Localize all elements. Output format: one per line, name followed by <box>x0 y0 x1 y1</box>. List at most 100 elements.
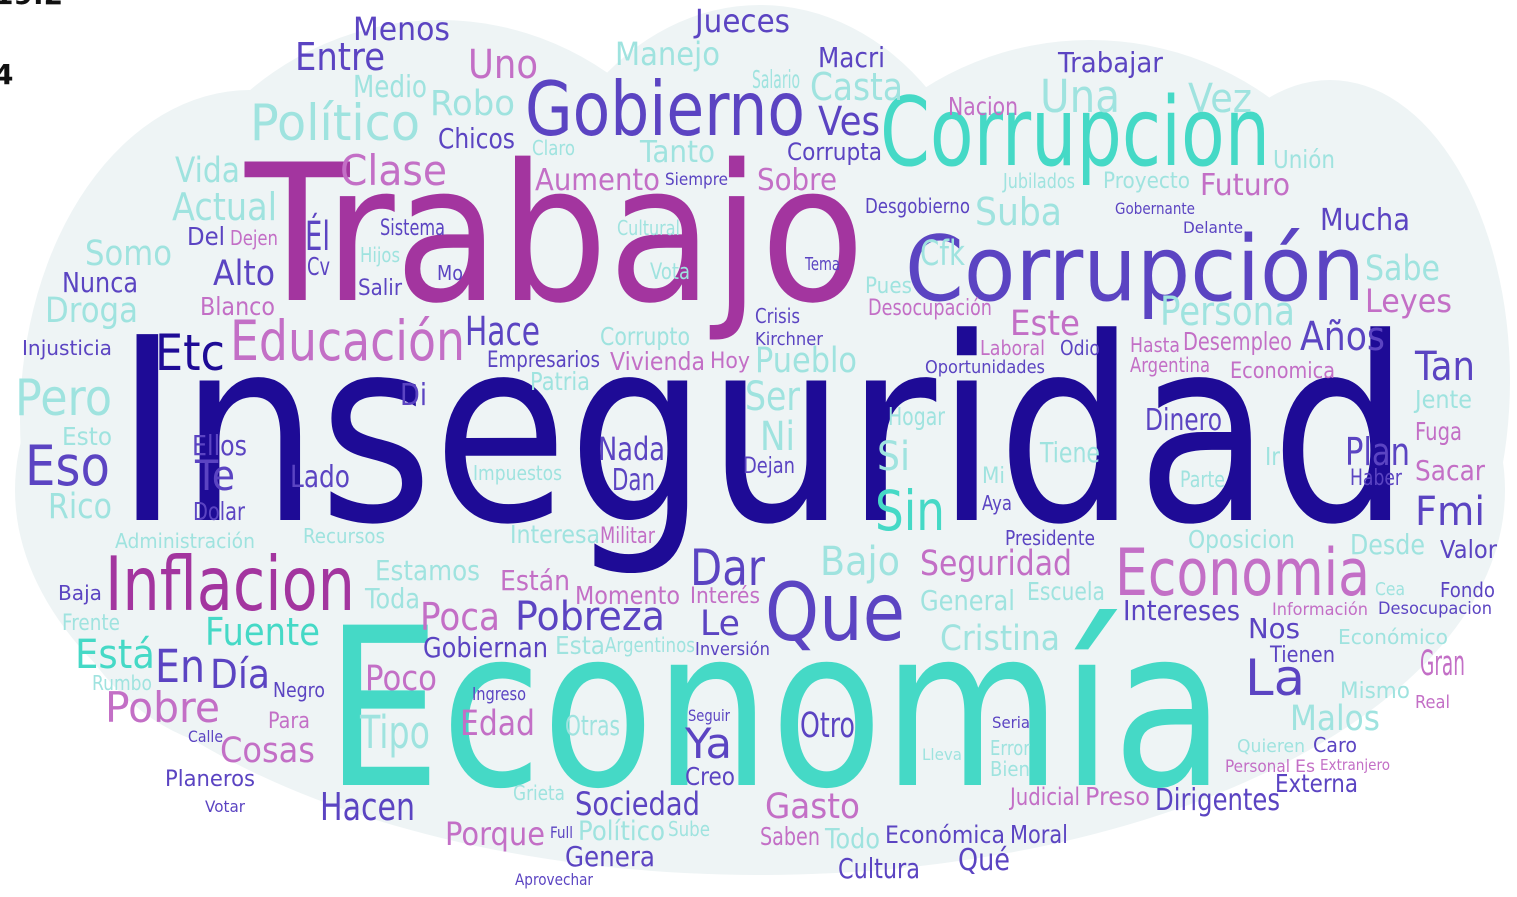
word: Blanco <box>200 292 275 321</box>
word: Sistema <box>380 216 445 241</box>
word: Otro <box>800 706 855 746</box>
word: Esto <box>62 422 112 451</box>
word: Crisis <box>755 304 800 328</box>
word: Trabajar <box>1057 46 1163 79</box>
word: Dan <box>612 463 655 498</box>
word: Están <box>500 564 570 597</box>
word: Lado <box>290 460 350 495</box>
word: Hasta <box>1130 333 1180 357</box>
word: Está <box>75 632 155 678</box>
word: En <box>155 640 205 693</box>
word: Momento <box>575 581 680 610</box>
word: Laboral <box>980 336 1045 360</box>
word: Porque <box>445 815 545 853</box>
word: Jueces <box>693 2 790 40</box>
word: Sociedad <box>575 785 700 823</box>
word: Cosas <box>220 731 315 771</box>
word: Haber <box>1350 466 1403 491</box>
word: Seria <box>992 713 1030 732</box>
word: Somo <box>85 234 172 274</box>
word: Entre <box>295 35 385 79</box>
word: Información <box>1272 600 1368 620</box>
word: Extranjero <box>1320 756 1390 774</box>
word: Judicial <box>1008 783 1080 811</box>
word: Pueblo <box>755 341 857 381</box>
word: General <box>920 584 1015 617</box>
word: Planeros <box>165 767 255 792</box>
word: Ser <box>745 374 800 420</box>
word: Hace <box>465 309 540 355</box>
word: Saben <box>760 822 820 851</box>
word: Económica <box>885 821 1005 849</box>
word: Eso <box>25 434 110 498</box>
word: Calle <box>188 727 223 746</box>
word: Inseguridad <box>115 284 1410 581</box>
word: Fuga <box>1415 417 1462 446</box>
word: Creo <box>685 762 735 791</box>
word: Externa <box>1275 769 1358 798</box>
word: Argentina <box>1130 353 1210 377</box>
word: Quieren <box>1237 736 1305 757</box>
word: Genera <box>565 840 655 873</box>
word: Inflacion <box>105 540 355 628</box>
word: Pobre <box>105 683 220 732</box>
word: Caro <box>1313 733 1357 757</box>
word: Fmi <box>1415 489 1485 535</box>
word: Vida <box>175 151 240 191</box>
word: Bajo <box>820 539 900 585</box>
word: Hacen <box>320 785 415 829</box>
word: Años <box>1300 314 1385 360</box>
word: Nunca <box>62 266 138 299</box>
word: Estamos <box>375 554 480 587</box>
word: Educación <box>230 309 465 373</box>
word: Robo <box>430 84 515 124</box>
word: Sacar <box>1415 454 1485 487</box>
word: Cv <box>307 252 330 281</box>
word: Fondo <box>1440 578 1495 602</box>
word: Administración <box>115 529 255 553</box>
word: Gobierno <box>525 65 805 153</box>
word: Le <box>700 604 740 644</box>
word: Político <box>578 816 665 847</box>
word: Fuente <box>205 610 320 654</box>
word: Cultura <box>838 852 920 885</box>
word: Ves <box>818 99 880 145</box>
word: Salir <box>358 276 403 301</box>
word: Impuestos <box>473 461 562 485</box>
word: Presidente <box>1005 526 1095 550</box>
word: Sabe <box>1365 249 1440 289</box>
word: Hogar <box>888 402 946 431</box>
word: Todo <box>824 822 880 855</box>
word: Nacion <box>948 92 1018 121</box>
word: Sube <box>668 817 710 841</box>
word: Pero <box>15 369 112 427</box>
word: Unión <box>1273 145 1335 174</box>
word: Kirchner <box>755 329 824 350</box>
word: Economia <box>1115 536 1370 611</box>
word: Corrupcion <box>880 78 1270 188</box>
word: Vez <box>1188 76 1252 122</box>
word: Nada <box>598 430 665 468</box>
word: Jente <box>1413 385 1472 414</box>
word: Día <box>210 652 270 698</box>
word: Aumento <box>535 163 660 198</box>
word: Gasto <box>765 787 860 827</box>
word: Menos <box>353 10 450 48</box>
word: Desgobierno <box>865 194 970 218</box>
word: Preso <box>1085 782 1150 811</box>
word: Otras <box>565 709 620 742</box>
cloud-background <box>15 5 1510 875</box>
word: Tienen <box>1269 643 1335 668</box>
word: Aya <box>982 491 1012 515</box>
word: Cultural <box>617 216 680 240</box>
word: Ni <box>760 414 795 460</box>
word: Macri <box>818 41 885 74</box>
word: Rumbo <box>92 671 152 695</box>
word: Dolar <box>193 497 246 526</box>
word: Baja <box>58 581 102 605</box>
word: Pues <box>865 274 912 299</box>
word: Plan <box>1345 430 1410 474</box>
word: Sin <box>875 479 945 543</box>
word: Tiene <box>1039 436 1100 469</box>
word: Para <box>268 709 310 734</box>
